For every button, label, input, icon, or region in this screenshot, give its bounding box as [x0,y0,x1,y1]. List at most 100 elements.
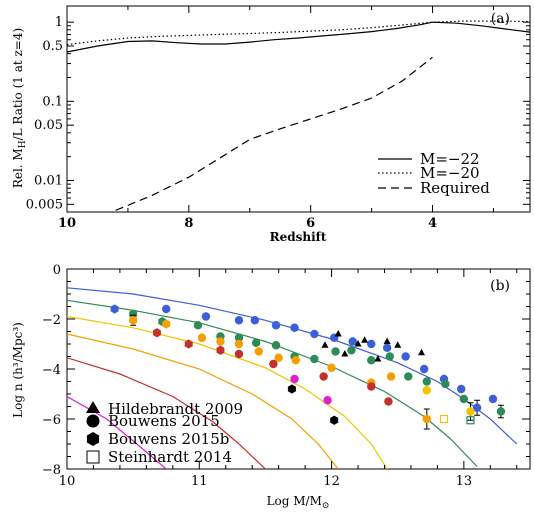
panel-b-xlabel-sym: ⊙ [322,501,330,511]
data-point-circle [269,359,278,369]
data-point-circle [331,347,340,356]
legend-label-bouwens2015: Bouwens 2015 [108,412,220,430]
data-point-circle [290,323,299,332]
series-line-dotted [66,20,531,46]
data-point-circle [382,343,392,352]
a-ytick-label: 0.005 [26,197,63,212]
panel-b-tag: (b) [490,278,510,294]
legend-marker-open-square [86,450,100,464]
data-point-circle [290,374,299,384]
data-point-triangle [354,340,362,347]
data-point-circle [367,339,376,349]
data-point-circle [234,316,244,325]
panel-b-legend: Hildebrandt 2009 Bouwens 2015 Bouwens 20… [86,400,243,466]
panel-a-ylabel-main: Rel. M [11,148,25,188]
panel-a: 10 8 6 4 1 0.5 0.1 0.05 0.01 0.005 (a) Redshift R… [11,5,531,244]
data-point-circle [327,363,336,372]
data-point-circle [197,333,207,342]
data-point-circle [348,337,357,346]
panel-b-ylabel: Log n (h³/Mpc³) [11,322,25,418]
data-point-circle [401,352,410,361]
legend-marker-circle [86,414,100,428]
data-point-circle [404,372,413,381]
data-point-circle [310,329,319,339]
data-point-hexagon [330,415,339,425]
panel-b-xlabel: Log M/M⊙ [267,494,330,511]
legend-label-m22: M=−22 [420,150,480,168]
panel-b-xlabel-main: Log M/M [267,494,322,508]
a-ytick-label: 0.1 [42,94,63,109]
data-point-triangle [361,336,369,343]
series-line-dashed [115,56,433,211]
data-point-triangle [341,350,349,357]
b-xtick-label: 13 [456,474,473,489]
legend-label-bouwens2015b: Bouwens 2015b [108,430,229,448]
legend-label-m20: M=−20 [420,164,480,182]
panel-a-tick-labels: 10 8 6 4 1 0.5 0.1 0.05 0.01 0.005 [26,15,437,231]
legend-marker-triangle [86,401,100,413]
model-curve [67,357,266,469]
data-point-circle [193,321,203,330]
panel-a-ylabel-rest: /L Ratio (1 at z=4) [11,28,25,141]
panel-a-legend: M=−22 M=−20 Required [378,150,490,197]
a-ytick-label: 0.05 [34,118,63,133]
data-point-triangle [383,337,391,344]
data-point-circle [422,414,432,424]
legend-label-hildebrandt: Hildebrandt 2009 [108,400,243,418]
data-point-circle [274,353,283,362]
panel-a-ticks [66,6,530,212]
data-point-hexagon [162,319,171,329]
data-point-circle [441,379,450,389]
a-ytick-label: 0.01 [34,173,63,188]
legend-marker-hexagon [86,432,100,446]
panel-b-ticks [66,268,530,470]
model-curve [67,333,339,469]
series-line-solid [66,21,531,53]
data-point-circle [250,316,260,325]
data-point-circle [384,397,393,406]
data-point-circle [347,346,356,355]
a-xtick-label: 8 [184,216,193,231]
data-point-hexagon [184,339,193,349]
data-point-hexagon [129,309,138,319]
data-point-triangle [334,330,342,337]
legend-label-required: Required [420,179,490,197]
data-point-circle [367,356,376,365]
data-point-open-square [466,416,475,425]
model-curve [67,395,167,469]
data-point-hexagon [287,384,296,394]
data-point-hexagon [110,304,119,314]
data-point-open-square [439,414,449,424]
data-point-circle [466,407,475,416]
data-point-circle [488,394,498,404]
data-point-triangle [418,348,426,356]
data-point-circle [457,384,466,394]
data-point-circle [386,372,396,381]
a-xtick-label: 6 [306,216,315,231]
data-point-circle [201,312,211,321]
b-ytick-label: −8 [42,463,61,478]
b-ytick-label: −4 [42,363,61,378]
panel-a-ylabel: Rel. MH/L Ratio (1 at z=4) [11,28,28,188]
data-point-circle [234,349,244,359]
data-point-hexagon [129,315,138,325]
panel-a-lines [66,20,531,211]
data-point-hexagon [216,345,225,355]
data-point-circle [271,321,281,330]
data-point-circle [319,372,328,381]
b-xtick-label: 10 [59,474,76,489]
data-point-hexagon [153,328,161,338]
model-curve [67,315,388,469]
data-point-triangle [374,355,382,362]
data-point-circle [323,396,332,405]
a-ytick-label: 0.5 [42,39,63,54]
data-point-triangle [394,341,402,348]
data-point-circle [419,364,429,374]
data-point-circle [234,333,244,342]
b-ytick-label: 0 [53,263,61,278]
a-xtick-label: 10 [58,216,76,231]
data-point-triangle [321,341,329,348]
b-xtick-label: 12 [323,474,340,489]
panel-b-points [110,304,506,430]
